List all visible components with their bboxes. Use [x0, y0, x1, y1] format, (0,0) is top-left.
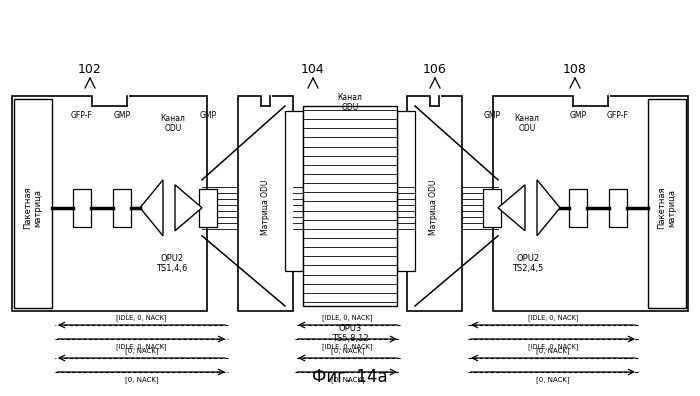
- Text: Фиг. 14а: Фиг. 14а: [312, 368, 388, 386]
- Text: 102: 102: [78, 63, 102, 76]
- Bar: [14, 99, 52, 308]
- Text: OPU3
TS5,8,12: OPU3 TS5,8,12: [332, 324, 368, 343]
- Text: OPU2
TS2,4,5: OPU2 TS2,4,5: [512, 254, 544, 273]
- Bar: [12, 96, 207, 311]
- Text: [0, NACK]: [0, NACK]: [536, 347, 570, 354]
- Text: GFP-F: GFP-F: [607, 111, 629, 120]
- Text: [0, NACK]: [0, NACK]: [330, 376, 364, 383]
- Polygon shape: [498, 185, 525, 231]
- Text: Пакетная
матрица: Пакетная матрица: [657, 187, 677, 229]
- Text: [IDLE, 0, NACK]: [IDLE, 0, NACK]: [322, 343, 372, 350]
- Text: OPU2
TS1,4,6: OPU2 TS1,4,6: [156, 254, 188, 273]
- Polygon shape: [175, 185, 202, 231]
- Text: [IDLE, 0, NACK]: [IDLE, 0, NACK]: [116, 343, 167, 350]
- Bar: [73, 189, 91, 227]
- Bar: [397, 111, 415, 271]
- Text: 108: 108: [563, 63, 587, 76]
- Bar: [407, 96, 462, 311]
- Bar: [285, 111, 303, 271]
- Text: [IDLE, 0, NACK]: [IDLE, 0, NACK]: [116, 314, 167, 321]
- Text: GFP-F: GFP-F: [71, 111, 93, 120]
- Text: GMP: GMP: [484, 111, 500, 120]
- Text: Матрица ODU: Матрица ODU: [260, 180, 270, 236]
- Text: [IDLE, 0, NACK]: [IDLE, 0, NACK]: [528, 343, 578, 350]
- Text: GMP: GMP: [569, 111, 587, 120]
- Bar: [113, 189, 131, 227]
- Bar: [199, 189, 217, 227]
- Text: [0, NACK]: [0, NACK]: [125, 376, 158, 383]
- Bar: [483, 189, 501, 227]
- Bar: [569, 189, 587, 227]
- Polygon shape: [140, 180, 163, 236]
- Text: Канал
ODU: Канал ODU: [337, 93, 363, 112]
- Text: [0, NACK]: [0, NACK]: [330, 347, 364, 354]
- Bar: [609, 189, 627, 227]
- Text: Канал
ODU: Канал ODU: [514, 114, 540, 133]
- Text: Канал
ODU: Канал ODU: [160, 114, 186, 133]
- Text: 104: 104: [301, 63, 325, 76]
- Text: Пакетная
матрица: Пакетная матрица: [23, 187, 43, 229]
- Bar: [303, 106, 397, 306]
- Text: [IDLE, 0, NACK]: [IDLE, 0, NACK]: [322, 314, 372, 321]
- Bar: [238, 96, 293, 311]
- Bar: [493, 96, 688, 311]
- Text: [IDLE, 0, NACK]: [IDLE, 0, NACK]: [528, 314, 578, 321]
- Text: 106: 106: [423, 63, 447, 76]
- Bar: [648, 99, 686, 308]
- Text: Матрица ODU: Матрица ODU: [430, 180, 438, 236]
- Polygon shape: [537, 180, 560, 236]
- Text: [0, NACK]: [0, NACK]: [536, 376, 570, 383]
- Text: [0, NACK]: [0, NACK]: [125, 347, 158, 354]
- Text: GMP: GMP: [199, 111, 216, 120]
- Text: GMP: GMP: [113, 111, 131, 120]
